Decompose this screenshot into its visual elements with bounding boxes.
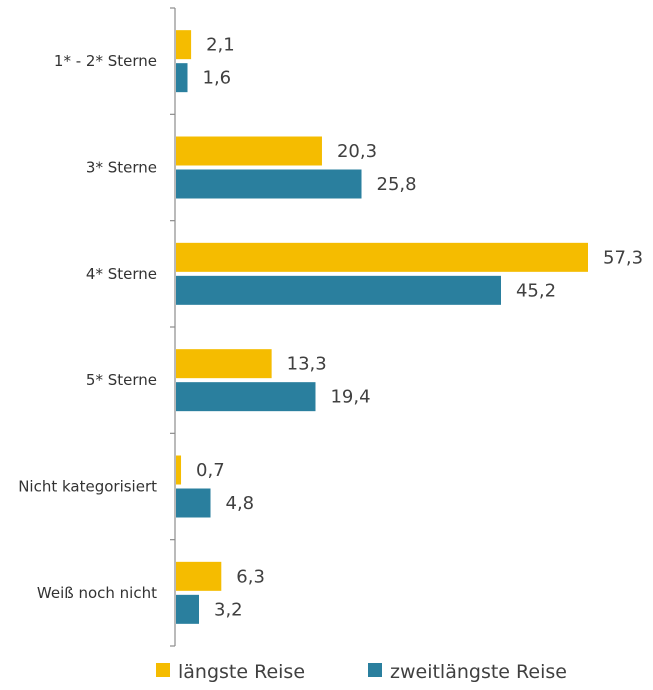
legend-swatch [368,663,382,677]
bar-zweitlaengste-reise [176,594,200,624]
data-label: 3,2 [214,599,243,620]
bar-laengste-reise [176,349,272,379]
bar-laengste-reise [176,30,192,60]
bar-laengste-reise [176,242,588,272]
data-label: 1,6 [203,68,232,89]
category-label: Nicht kategorisiert [18,478,157,496]
category-label: 5* Sterne [86,371,157,389]
axis [170,7,176,647]
bar-zweitlaengste-reise [176,488,211,518]
bar-zweitlaengste-reise [176,382,316,412]
category-label: 1* - 2* Sterne [54,52,157,70]
data-label: 4,8 [226,493,255,514]
category-label: 4* Sterne [86,265,157,283]
data-label: 0,7 [196,460,225,481]
bar-laengste-reise [176,561,222,591]
data-label: 19,4 [330,387,370,408]
legend-swatch [156,663,170,677]
legend: längste Reise zweitlängste Reise [156,661,567,683]
data-label: 13,3 [287,354,327,375]
bar-zweitlaengste-reise [176,169,362,199]
category-labels: 1* - 2* Sterne 3* Sterne 4* Sterne 5* Stern… [18,52,157,602]
bar-zweitlaengste-reise [176,63,188,93]
bar-zweitlaengste-reise [176,275,501,305]
data-label: 45,2 [516,280,556,301]
data-label: 6,3 [236,566,265,587]
data-label: 57,3 [603,247,643,268]
bar-laengste-reise [176,455,182,485]
value-labels: 2,1 1,6 20,325,8 57,3 45,2 13,319,4 0,74,8 6,3 3… [196,35,643,621]
data-label: 25,8 [377,174,417,195]
legend-label: längste Reise [178,661,305,683]
legend-label: zweitlängste Reise [390,661,567,683]
data-label: 2,1 [206,35,235,56]
category-label: Weiß noch nicht [37,584,157,602]
data-label: 20,3 [337,141,377,162]
category-label: 3* Sterne [86,159,157,177]
bar-laengste-reise [176,136,322,166]
bars [176,30,588,624]
